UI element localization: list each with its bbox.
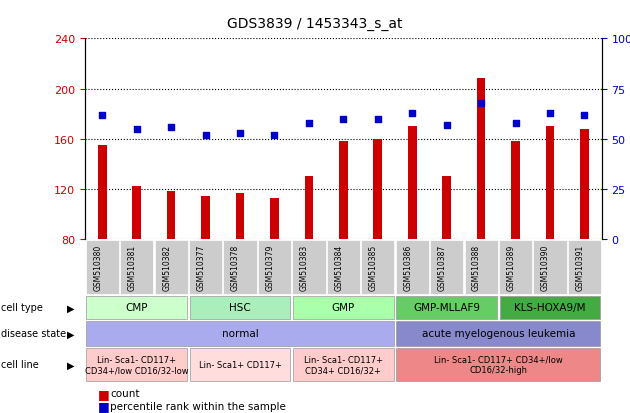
Point [270,132,280,139]
Point [304,120,314,127]
Point [132,126,142,133]
Point [580,112,590,119]
Text: GSM510382: GSM510382 [162,244,171,290]
Bar [546,127,554,240]
Point [235,130,245,137]
Text: count: count [110,388,140,398]
Text: cell line: cell line [1,359,38,370]
Bar [201,197,210,240]
Point [510,120,520,127]
Point [407,110,417,116]
Bar [304,177,313,240]
Point [200,132,210,139]
Point [338,116,348,123]
Text: HSC: HSC [229,303,251,313]
Bar [374,140,382,240]
Text: GSM510379: GSM510379 [265,244,275,291]
Text: GSM510389: GSM510389 [507,244,515,290]
Text: GSM510378: GSM510378 [231,244,240,290]
Point [476,100,486,107]
Bar [408,127,416,240]
Text: GSM510380: GSM510380 [93,244,102,290]
Text: GSM510383: GSM510383 [300,244,309,290]
Text: acute myelogenous leukemia: acute myelogenous leukemia [421,328,575,339]
Text: disease state: disease state [1,328,66,339]
Bar [236,193,244,240]
Text: GSM510381: GSM510381 [128,244,137,290]
Bar [270,198,278,240]
Text: Lin- Sca1- CD117+
CD34+/low CD16/32-low: Lin- Sca1- CD117+ CD34+/low CD16/32-low [85,355,188,374]
Point [545,110,555,116]
Point [97,112,107,119]
Text: normal: normal [222,328,258,339]
Text: CMP: CMP [125,303,148,313]
Bar [477,79,485,240]
Text: GSM510388: GSM510388 [472,244,481,290]
Bar [98,146,106,240]
Bar [132,187,141,240]
Bar [511,142,520,240]
Text: GSM510377: GSM510377 [197,244,205,291]
Bar [580,129,588,240]
Text: GMP: GMP [332,303,355,313]
Point [442,122,452,129]
Text: GSM510384: GSM510384 [335,244,343,290]
Text: KLS-HOXA9/M: KLS-HOXA9/M [514,303,586,313]
Text: Lin- Sca1+ CD117+: Lin- Sca1+ CD117+ [198,360,282,369]
Text: cell type: cell type [1,303,42,313]
Text: ▶: ▶ [67,328,74,339]
Bar [167,192,175,240]
Text: ■: ■ [98,399,110,412]
Point [166,124,176,131]
Text: ▶: ▶ [67,359,74,370]
Text: ▶: ▶ [67,303,74,313]
Point [373,116,383,123]
Text: ■: ■ [98,387,110,400]
Bar [442,177,451,240]
Text: GSM510391: GSM510391 [575,244,585,290]
Text: percentile rank within the sample: percentile rank within the sample [110,401,286,411]
Bar [339,142,348,240]
Text: GSM510385: GSM510385 [369,244,378,290]
Text: GDS3839 / 1453343_s_at: GDS3839 / 1453343_s_at [227,17,403,31]
Text: GSM510387: GSM510387 [438,244,447,290]
Text: GMP-MLLAF9: GMP-MLLAF9 [413,303,480,313]
Text: GSM510386: GSM510386 [403,244,412,290]
Text: Lin- Sca1- CD117+ CD34+/low
CD16/32-high: Lin- Sca1- CD117+ CD34+/low CD16/32-high [434,355,563,374]
Text: Lin- Sca1- CD117+
CD34+ CD16/32+: Lin- Sca1- CD117+ CD34+ CD16/32+ [304,355,383,374]
Text: GSM510390: GSM510390 [541,244,550,291]
